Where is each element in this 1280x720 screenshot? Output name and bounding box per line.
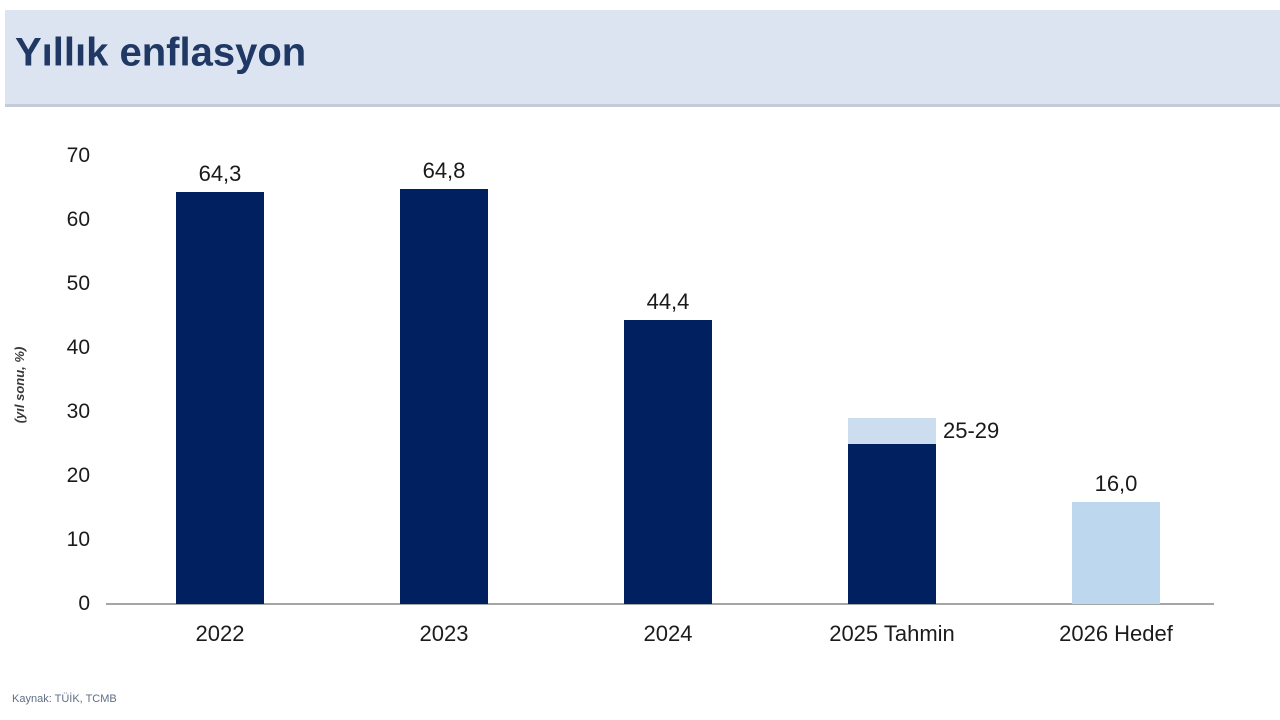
y-axis-title: (yıl sonu, %) (12, 346, 27, 424)
value-label-2025-tahmin: 25-29 (943, 418, 1000, 444)
y-tick-label-10: 10 (66, 528, 90, 551)
bar-2025-tahmin-range-cap (848, 418, 936, 444)
value-label-2023: 64,8 (422, 158, 466, 184)
y-tick-label-50: 50 (66, 272, 90, 295)
x-label-2025-tahmin: 2025 Tahmin (829, 621, 955, 646)
x-axis-line (106, 603, 1214, 605)
y-tick-label-20: 20 (66, 464, 90, 487)
bar-2023 (400, 189, 488, 604)
y-tick-label-0: 0 (78, 592, 90, 615)
source-note: Kaynak: TÜİK, TCMB (12, 693, 117, 705)
y-tick-label-70: 70 (66, 144, 90, 167)
bar-2026-hedef (1072, 501, 1160, 604)
bar-2024 (624, 319, 712, 604)
x-label-2022: 2022 (195, 621, 245, 646)
x-label-2026-hedef: 2026 Hedef (1059, 621, 1173, 646)
bar-2022 (176, 192, 264, 604)
x-label-2024: 2024 (643, 621, 693, 646)
page-title: Yıllık enflasyon (15, 30, 307, 75)
value-label-2022: 64,3 (198, 161, 242, 187)
y-tick-label-40: 40 (66, 336, 90, 359)
x-label-2023: 2023 (419, 621, 469, 646)
bar-2025-tahmin (848, 444, 936, 604)
header-band: Yıllık enflasyon (5, 10, 1280, 107)
y-tick-label-30: 30 (66, 400, 90, 423)
y-tick-label-60: 60 (66, 208, 90, 231)
value-label-2026-hedef: 16,0 (1094, 470, 1138, 496)
value-label-2024: 44,4 (646, 288, 690, 314)
